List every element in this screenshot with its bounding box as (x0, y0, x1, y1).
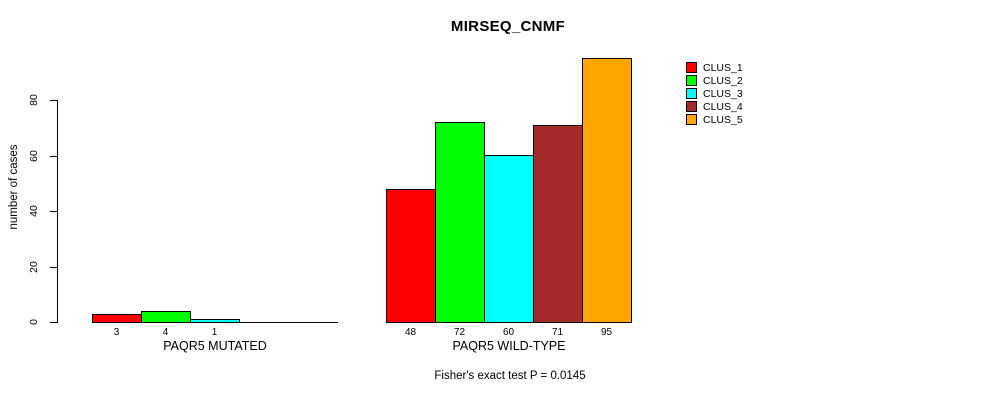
legend: CLUS_1 CLUS_2 CLUS_3 CLUS_4 CLUS_5 (686, 61, 743, 126)
legend-label: CLUS_2 (703, 74, 743, 87)
y-tick-label: 20 (28, 261, 40, 273)
bar-value-label: 95 (600, 327, 613, 338)
y-axis-label: number of cases (8, 144, 20, 230)
legend-item: CLUS_1 (686, 61, 743, 74)
y-tick (50, 156, 57, 157)
annotation-fisher-test: Fisher's exact test P = 0.0145 (434, 370, 586, 382)
legend-label: CLUS_5 (703, 113, 743, 126)
y-axis-line (57, 100, 58, 323)
y-tick-label: 40 (28, 205, 40, 217)
legend-label: CLUS_3 (703, 87, 743, 100)
bar-CLUS_3 (484, 155, 534, 323)
bar-value-label: 48 (404, 327, 417, 338)
x-axis-group-label-wildtype: PAQR5 WILD-TYPE (452, 339, 566, 353)
legend-swatch-icon (686, 62, 697, 73)
bar-value-label: 1 (211, 327, 218, 338)
y-tick (50, 100, 57, 101)
chart-title: MIRSEQ_CNMF (450, 18, 566, 35)
legend-item: CLUS_2 (686, 74, 743, 87)
bar-CLUS_5 (582, 58, 632, 323)
bar-value-label: 72 (453, 327, 466, 338)
y-tick (50, 322, 57, 323)
y-tick (50, 211, 57, 212)
legend-item: CLUS_4 (686, 100, 743, 113)
y-tick-label: 80 (28, 94, 40, 106)
bar-CLUS_3 (190, 319, 240, 323)
bar-CLUS_2 (141, 311, 191, 323)
bar-CLUS_2 (435, 122, 485, 323)
legend-item: CLUS_3 (686, 87, 743, 100)
bar-CLUS_1 (386, 189, 436, 323)
legend-label: CLUS_1 (703, 61, 743, 74)
bar-value-label: 71 (551, 327, 564, 338)
legend-item: CLUS_5 (686, 113, 743, 126)
legend-label: CLUS_4 (703, 100, 743, 113)
bar-value-label: 3 (113, 327, 120, 338)
y-tick-label: 0 (28, 319, 40, 325)
bar-value-label: 60 (502, 327, 515, 338)
legend-swatch-icon (686, 101, 697, 112)
y-tick-label: 60 (28, 150, 40, 162)
y-tick (50, 267, 57, 268)
legend-swatch-icon (686, 75, 697, 86)
bar-CLUS_4 (533, 125, 583, 323)
legend-swatch-icon (686, 114, 697, 125)
bar-value-label: 4 (162, 327, 169, 338)
x-axis-group-label-mutated: PAQR5 MUTATED (163, 339, 267, 353)
bar-CLUS_1 (92, 314, 142, 323)
legend-swatch-icon (686, 88, 697, 99)
